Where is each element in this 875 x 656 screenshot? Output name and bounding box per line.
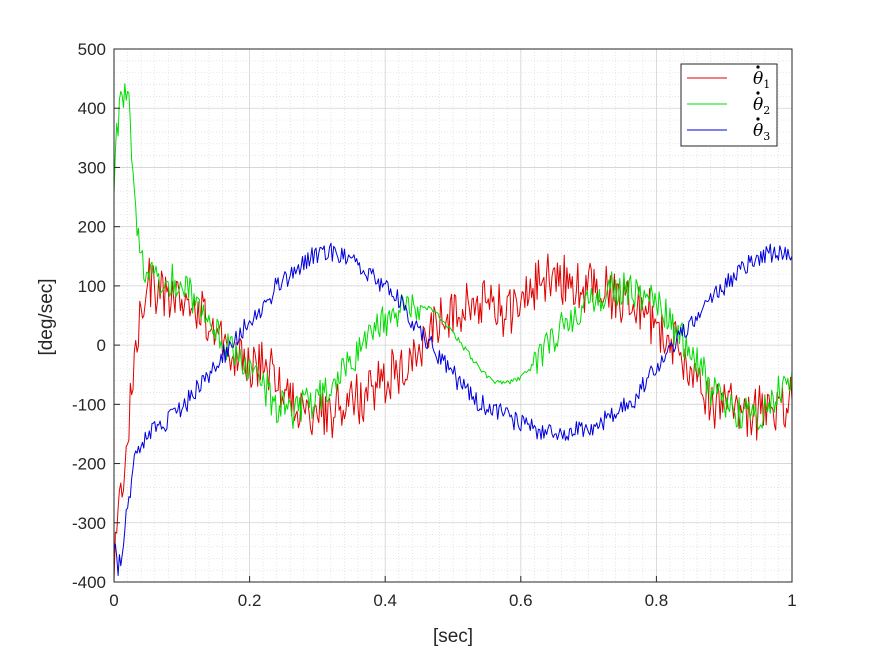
x-axis-label: [sec] — [433, 626, 473, 647]
y-tick-label: 400 — [78, 99, 106, 118]
y-tick-label: 0 — [97, 336, 106, 355]
series-layer — [113, 83, 793, 582]
plot-area — [113, 48, 793, 583]
x-tick-label: 0.4 — [373, 591, 397, 610]
y-tick-label: 100 — [78, 277, 106, 296]
y-axis-ticks: -400 -300 -200 -100 0 100 200 300 400 500 — [72, 40, 120, 592]
y-tick-label: 200 — [78, 218, 106, 237]
x-axis-ticks: 0 0.2 0.4 0.6 0.8 1 — [109, 576, 797, 610]
x-tick-label: 1 — [787, 591, 796, 610]
y-tick-label: 500 — [78, 40, 106, 59]
x-tick-label: 0.8 — [645, 591, 669, 610]
x-tick-label: 0 — [109, 591, 118, 610]
x-tick-label: 0.6 — [509, 591, 533, 610]
y-axis-label: [deg/sec] — [36, 278, 57, 355]
y-tick-label: -200 — [72, 455, 106, 474]
legend-dot-accent — [756, 91, 760, 95]
y-tick-label: -300 — [72, 514, 106, 533]
series-line-3 — [113, 242, 793, 576]
y-tick-label: 300 — [78, 158, 106, 177]
y-tick-label: -400 — [72, 573, 106, 592]
legend-dot-accent — [756, 65, 760, 69]
minor-grid — [114, 49, 792, 582]
x-tick-label: 0.2 — [238, 591, 262, 610]
legend-dot-accent — [756, 117, 760, 121]
y-tick-label: -100 — [72, 395, 106, 414]
